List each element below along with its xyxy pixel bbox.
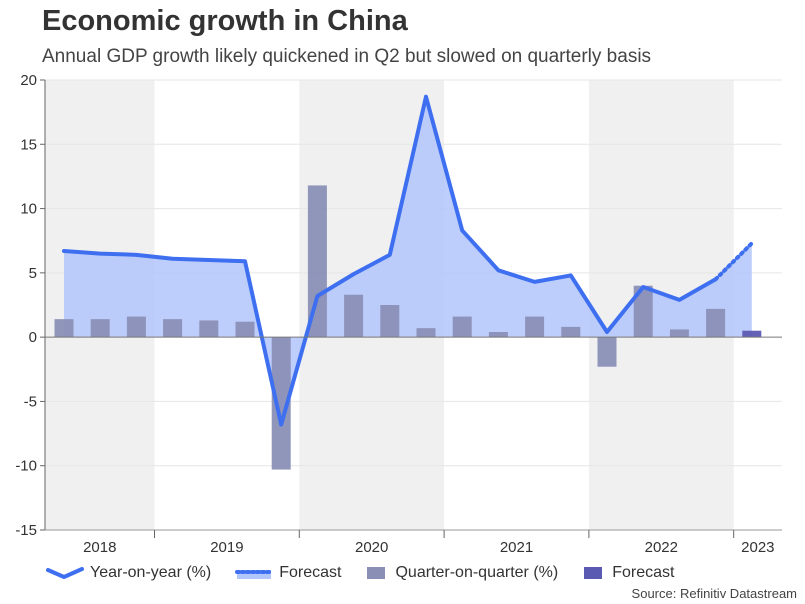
x-year-label-2019: 2019 — [210, 539, 243, 556]
legend-label-qoq: Quarter-on-quarter (%) — [395, 564, 559, 581]
qoq-bar-2019-Q4 — [271, 337, 291, 470]
qoq-bar-2018-Q3 — [90, 319, 110, 338]
y-tick-label: -10 — [15, 458, 37, 475]
legend-forecast-bar-swatch — [584, 567, 603, 579]
legend-line-swatch — [46, 567, 84, 579]
legend-bar-swatch — [367, 567, 386, 579]
qoq-bar-2021-Q1 — [452, 316, 472, 338]
qoq-bar-2021-Q2 — [488, 332, 508, 338]
x-year-label-2020: 2020 — [355, 539, 388, 556]
qoq-bar-2019-Q3 — [235, 321, 255, 338]
qoq-bar-2022-Q4 — [706, 308, 726, 338]
y-tick-label: 15 — [20, 136, 37, 153]
y-tick-label: 10 — [20, 201, 37, 218]
y-tick-label: 0 — [29, 329, 37, 346]
legend: Year-on-year (%) Forecast Quarter-on-qua… — [46, 562, 698, 584]
qoq-bar-2019-Q1 — [163, 319, 183, 338]
yoy-line — [62, 94, 718, 427]
qoq-bar-2022-Q2 — [633, 285, 653, 338]
y-tick-label: 20 — [20, 72, 37, 89]
y-tick-label: -15 — [15, 522, 37, 539]
qoq-bar-2020-Q3 — [380, 305, 400, 338]
qoq-bar-2020-Q1 — [307, 185, 327, 338]
qoq-bar-2018-Q4 — [126, 316, 146, 338]
legend-item-qoq: Quarter-on-quarter (%) — [365, 564, 558, 582]
legend-label-yoy-forecast: Forecast — [279, 564, 342, 581]
legend-dotted-swatch — [235, 570, 274, 579]
source-note: Source: Refinitiv Datastream — [631, 586, 797, 601]
qoq-bar-2020-Q4 — [416, 328, 436, 338]
legend-item-qoq-forecast: Forecast — [582, 564, 674, 582]
chart-title: Economic growth in China — [42, 5, 408, 37]
legend-item-yoy-forecast: Forecast — [235, 564, 341, 582]
legend-label-qoq-forecast: Forecast — [612, 564, 675, 581]
qoq-forecast-bar-2023-Q1 — [742, 330, 762, 338]
qoq-bar-2021-Q4 — [561, 326, 581, 338]
x-year-label-2018: 2018 — [83, 539, 116, 556]
x-year-label-2021: 2021 — [500, 539, 533, 556]
x-year-label-2022: 2022 — [645, 539, 678, 556]
x-year-label-2023: 2023 — [741, 539, 774, 556]
qoq-bar-2022-Q3 — [669, 329, 689, 338]
legend-label-yoy: Year-on-year (%) — [90, 564, 212, 581]
legend-item-yoy: Year-on-year (%) — [46, 564, 211, 582]
chart-subtitle: Annual GDP growth likely quickened in Q2… — [42, 46, 652, 67]
y-tick-label: -5 — [24, 393, 37, 410]
yoy-forecast-line — [713, 241, 754, 282]
yoy-area — [64, 96, 752, 425]
qoq-bar-2019-Q2 — [199, 320, 219, 338]
qoq-bar-2020-Q2 — [344, 294, 364, 338]
qoq-bar-2022-Q1 — [597, 337, 617, 367]
qoq-bar-2018-Q2 — [54, 319, 74, 338]
y-tick-label: 5 — [29, 265, 37, 282]
qoq-bar-2021-Q3 — [525, 316, 545, 338]
